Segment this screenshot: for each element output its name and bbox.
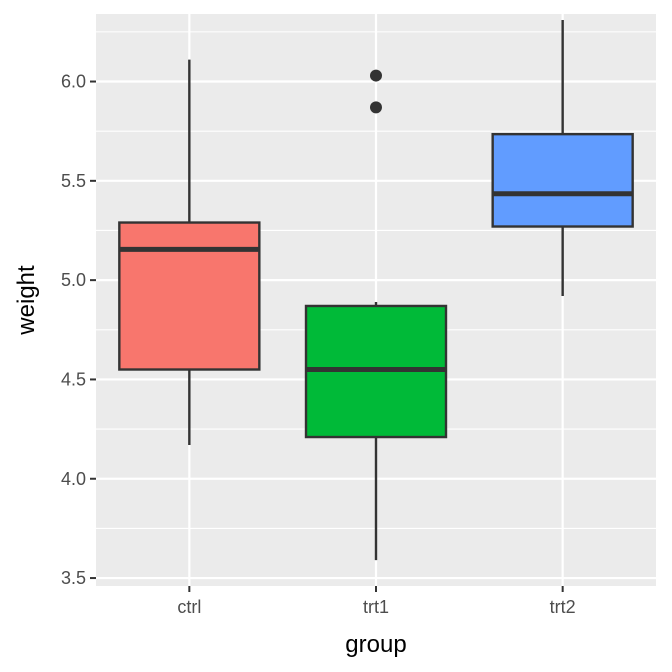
outlier-point — [370, 69, 382, 82]
y-tick-label: 4.0 — [61, 469, 86, 489]
y-tick-label: 5.0 — [61, 270, 86, 290]
x-tick-label: trt2 — [550, 597, 576, 617]
y-tick-label: 4.5 — [61, 369, 86, 389]
x-tick-label: ctrl — [177, 597, 201, 617]
y-axis-title: weight — [13, 265, 40, 336]
y-axis-ticks: 3.5 4.0 4.5 5.0 5.5 6.0 — [61, 72, 96, 588]
y-tick-label: 3.5 — [61, 568, 86, 588]
box-ctrl — [118, 221, 261, 371]
box-trt2 — [491, 132, 634, 228]
x-axis-title: group — [345, 631, 406, 658]
x-axis-ticks: ctrl trt1 trt2 — [177, 586, 576, 617]
boxes-layer — [118, 19, 634, 561]
x-tick-label: trt1 — [363, 597, 389, 617]
y-tick-label: 6.0 — [61, 72, 86, 92]
outlier-point — [370, 101, 382, 114]
y-tick-label: 5.5 — [61, 171, 86, 191]
